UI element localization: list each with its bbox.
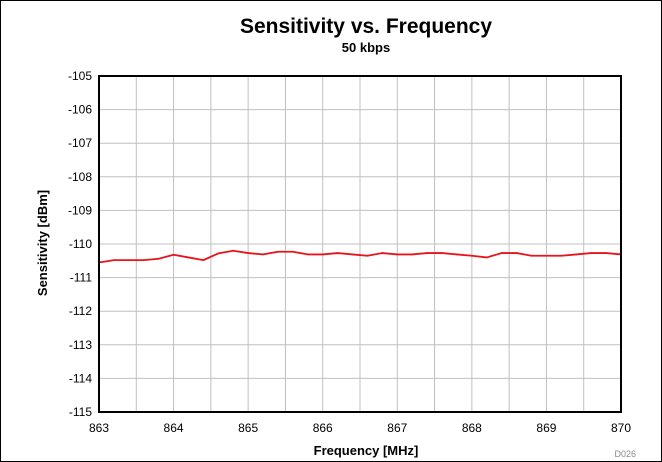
figure-code-label: D026 bbox=[614, 449, 636, 459]
x-tick-label: 869 bbox=[536, 421, 556, 435]
y-tick-label: -110 bbox=[69, 237, 92, 251]
data-point bbox=[217, 252, 220, 255]
data-point bbox=[127, 259, 130, 262]
y-tick-label: -113 bbox=[69, 338, 92, 352]
data-point bbox=[396, 253, 399, 256]
y-tick-label: -115 bbox=[69, 405, 92, 419]
data-point bbox=[411, 253, 414, 256]
y-tick-label: -106 bbox=[68, 103, 92, 117]
series-line-0 bbox=[98, 249, 622, 264]
x-tick-label: 868 bbox=[462, 421, 482, 435]
data-point bbox=[456, 253, 458, 256]
y-tick-labels: -105 -106 -107 -108 -109 -110 -111 -112 -113 -114… bbox=[68, 69, 92, 419]
data-point bbox=[530, 254, 533, 257]
y-tick-label: -107 bbox=[68, 136, 92, 150]
data-point bbox=[247, 252, 250, 254]
data-point bbox=[441, 252, 443, 254]
data-point bbox=[306, 253, 309, 256]
data-point bbox=[470, 254, 473, 257]
data-point bbox=[113, 259, 115, 262]
y-axis-label: Sensitivity [dBm] bbox=[35, 190, 50, 296]
data-point bbox=[202, 259, 205, 262]
data-point bbox=[262, 253, 264, 256]
x-tick-labels: 863 864 865 866 867 868 869 870 bbox=[89, 421, 631, 435]
data-point bbox=[426, 252, 429, 254]
series-layer bbox=[98, 249, 622, 264]
x-tick-label: 865 bbox=[238, 421, 258, 435]
data-point bbox=[187, 256, 190, 259]
y-tick-label: -105 bbox=[68, 69, 92, 83]
data-point bbox=[485, 256, 488, 259]
data-point bbox=[500, 252, 503, 254]
y-tick-label: -108 bbox=[68, 170, 92, 184]
x-tick-label: 870 bbox=[611, 421, 631, 435]
x-axis-label: Frequency [MHz] bbox=[314, 443, 419, 458]
y-tick-label: -111 bbox=[70, 271, 93, 285]
x-tick-label: 866 bbox=[313, 421, 333, 435]
x-tick-label: 863 bbox=[89, 421, 109, 435]
chart-subtitle: 50 kbps bbox=[342, 40, 390, 55]
data-point bbox=[545, 254, 548, 257]
data-point bbox=[605, 252, 607, 254]
data-point bbox=[157, 257, 160, 260]
data-point bbox=[381, 252, 384, 254]
grid-lines bbox=[98, 75, 622, 413]
x-tick-label: 867 bbox=[387, 421, 407, 435]
data-point bbox=[515, 252, 518, 254]
data-point bbox=[277, 250, 279, 253]
plot-area-border bbox=[98, 75, 622, 413]
data-point bbox=[590, 252, 593, 254]
data-point bbox=[142, 259, 145, 262]
y-tick-label: -109 bbox=[68, 203, 92, 217]
y-tick-label: -112 bbox=[69, 304, 92, 318]
data-point bbox=[172, 253, 175, 256]
x-tick-label: 864 bbox=[164, 421, 184, 435]
data-point bbox=[366, 254, 369, 257]
y-tick-label: -114 bbox=[69, 371, 92, 385]
data-point bbox=[336, 252, 339, 254]
data-point bbox=[560, 254, 563, 257]
data-point bbox=[575, 253, 578, 256]
chart-title: Sensitivity vs. Frequency bbox=[240, 15, 492, 38]
data-point bbox=[351, 253, 354, 256]
data-point bbox=[321, 253, 324, 256]
data-point bbox=[232, 249, 235, 252]
data-point bbox=[291, 250, 294, 253]
